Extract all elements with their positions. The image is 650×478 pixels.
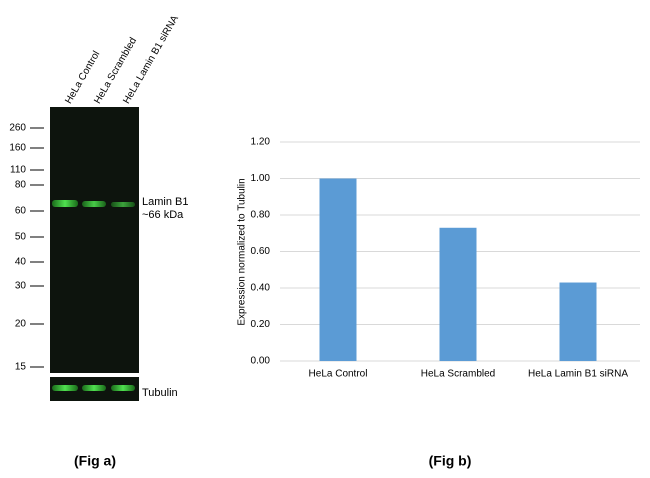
lane-label: HeLa Lamin B1 siRNA (121, 13, 181, 105)
band (111, 202, 135, 207)
marker-label: 50 (15, 232, 27, 243)
y-tick-label: 1.00 (251, 173, 271, 184)
marker-label: 40 (15, 257, 27, 268)
bar (319, 178, 357, 361)
band-label: Lamin B1 (142, 196, 188, 208)
y-tick-label: 1.20 (251, 137, 271, 148)
marker-label: 60 (15, 206, 27, 217)
marker-label: 30 (15, 281, 27, 292)
y-tick-label: 0.80 (251, 210, 271, 221)
y-tick-label: 0.40 (251, 283, 271, 294)
caption: (Fig b) (429, 453, 472, 469)
y-tick-label: 0.60 (251, 246, 271, 257)
loading-control: Tubulin (142, 387, 178, 399)
x-tick-label: HeLa Scrambled (421, 369, 495, 380)
band (82, 385, 106, 391)
y-tick-label: 0.20 (251, 319, 271, 330)
x-tick-label: HeLa Control (309, 369, 368, 380)
marker-label: 110 (10, 165, 26, 176)
band-size: ~66 kDa (142, 209, 184, 221)
marker-label: 160 (9, 143, 26, 154)
marker-label: 80 (15, 180, 27, 191)
caption: (Fig a) (74, 453, 116, 469)
x-tick-label: HeLa Lamin B1 siRNA (528, 369, 628, 380)
y-axis-label: Expression normalized to Tubulin (237, 178, 248, 325)
blot-image (50, 107, 139, 373)
marker-label: 20 (15, 319, 27, 330)
y-tick-label: 0.00 (251, 356, 271, 367)
bar (559, 282, 597, 361)
band (52, 200, 78, 207)
band (52, 385, 78, 391)
marker-label: 15 (15, 362, 27, 373)
band (111, 385, 135, 391)
band (82, 201, 106, 207)
bar (439, 227, 477, 361)
marker-label: 260 (9, 123, 26, 134)
